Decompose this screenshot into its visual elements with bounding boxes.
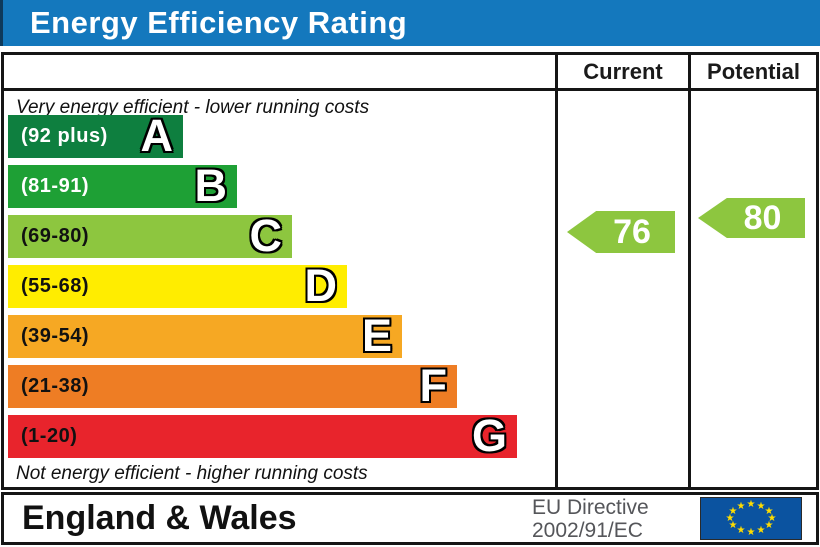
table-header-row bbox=[4, 55, 816, 91]
band-letter: G bbox=[471, 410, 507, 461]
band-letter: B bbox=[194, 160, 228, 211]
eu-flag-star: ★ bbox=[756, 525, 766, 536]
band-f: (21-38) F bbox=[8, 360, 457, 411]
rating-table: Current Potential Very energy efficient … bbox=[1, 52, 819, 490]
band-letter: E bbox=[361, 310, 392, 361]
band-a: (92 plus) A bbox=[8, 110, 183, 161]
eu-directive-line2: 2002/91/EC bbox=[532, 519, 643, 542]
eu-flag-star: ★ bbox=[767, 513, 777, 524]
band-range: (55-68) bbox=[21, 275, 89, 297]
eu-flag-star: ★ bbox=[746, 527, 756, 538]
eu-flag-star: ★ bbox=[725, 513, 735, 524]
eu-flag-star: ★ bbox=[736, 525, 746, 536]
band-g: (1-20) G bbox=[8, 410, 517, 461]
band-b: (81-91) B bbox=[8, 160, 237, 211]
band-c: (69-80) C bbox=[8, 210, 292, 261]
note-not-efficient: Not energy efficient - higher running co… bbox=[16, 463, 368, 484]
eu-flag-icon: ★ ★ ★ ★ ★ ★ ★ ★ ★ ★ ★ ★ bbox=[700, 497, 802, 540]
band-letter: C bbox=[249, 210, 283, 261]
eu-directive-label: EU Directive 2002/91/EC bbox=[532, 496, 649, 542]
page-title: Energy Efficiency Rating bbox=[0, 0, 820, 46]
band-range: (39-54) bbox=[21, 325, 89, 347]
column-header-current: Current bbox=[583, 59, 663, 84]
note-very-efficient: Very energy efficient - lower running co… bbox=[16, 97, 370, 118]
eu-flag-star: ★ bbox=[728, 520, 738, 531]
band-range: (92 plus) bbox=[21, 125, 108, 147]
eu-flag-star: ★ bbox=[764, 506, 774, 517]
band-letter: F bbox=[419, 360, 448, 411]
column-divider-potential bbox=[688, 55, 691, 487]
column-divider-current bbox=[555, 55, 558, 487]
band-e: (39-54) E bbox=[8, 310, 402, 361]
band-range: (1-20) bbox=[21, 425, 78, 447]
band-letter: A bbox=[140, 110, 174, 161]
band-letter: D bbox=[304, 260, 338, 311]
eu-directive-line1: EU Directive bbox=[532, 496, 649, 519]
eu-flag-star: ★ bbox=[764, 520, 774, 531]
eu-flag-star: ★ bbox=[736, 501, 746, 512]
band-d: (55-68) D bbox=[8, 260, 347, 311]
eu-flag-star: ★ bbox=[756, 501, 766, 512]
eu-flag-star: ★ bbox=[746, 499, 756, 510]
band-range: (81-91) bbox=[21, 175, 89, 197]
column-header-potential: Potential bbox=[707, 59, 800, 84]
footer: England & Wales EU Directive 2002/91/EC … bbox=[1, 492, 819, 545]
band-range: (21-38) bbox=[21, 375, 89, 397]
eu-flag-star: ★ bbox=[728, 506, 738, 517]
region-label: England & Wales bbox=[22, 499, 297, 537]
band-range: (69-80) bbox=[21, 225, 89, 247]
